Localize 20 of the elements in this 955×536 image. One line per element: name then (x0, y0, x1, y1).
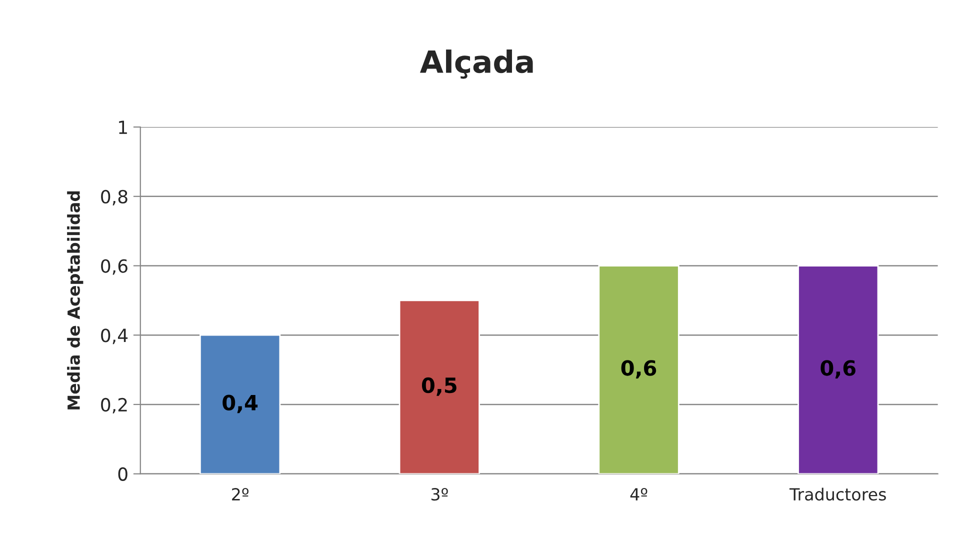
x-tick-label: 3º (431, 488, 448, 501)
y-tick-label: 0,6 (101, 259, 128, 275)
x-tick-label: 4º (630, 488, 648, 500)
data-label: 0,5 (422, 377, 456, 396)
y-tick-label: 0,8 (101, 190, 128, 206)
y-axis-title: Media de Aceptabilidad (67, 191, 84, 410)
bar (598, 265, 680, 474)
y-tick-label: 1 (119, 120, 127, 134)
x-tick-label: Traductores (789, 488, 886, 501)
y-tick-label: 0,4 (101, 328, 128, 344)
bar (798, 265, 879, 474)
y-tick-label: 0,2 (101, 398, 127, 414)
chart-title: Alçada (420, 50, 533, 79)
bar (398, 300, 480, 474)
data-label: 0,6 (621, 360, 656, 378)
y-tick-label: 0 (118, 467, 128, 481)
bar (199, 334, 281, 474)
x-tick-label: 2º (232, 488, 249, 500)
data-label: 0,4 (222, 394, 258, 414)
data-label: 0,6 (820, 360, 856, 378)
